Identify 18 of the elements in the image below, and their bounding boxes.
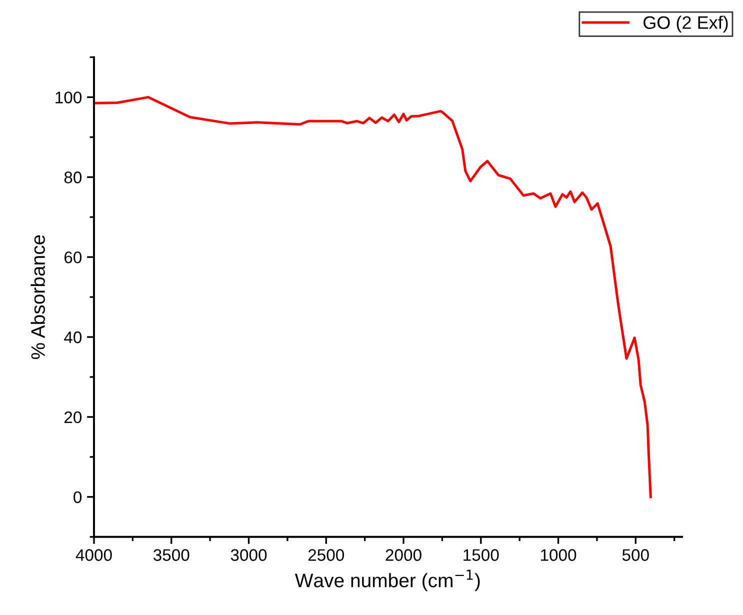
x-tick-label: 3000 (230, 549, 267, 561)
y-tick-label: 100 (56, 92, 82, 104)
x-tick-label: 3500 (153, 549, 190, 561)
x-tick-label: 2500 (308, 549, 344, 561)
x-tick-label: 4000 (76, 549, 112, 561)
y-tick-label: 20 (64, 411, 82, 424)
x-tick-label: 2000 (386, 549, 422, 561)
x-axis-title: Wave number (cm$^{−1}$) (294, 570, 480, 592)
legend-label: GO (2 Exf) (644, 16, 728, 33)
y-tick-label: 0 (74, 491, 82, 504)
x-tick-label: 1500 (464, 549, 499, 561)
y-tick-label: 80 (64, 172, 82, 184)
y-tick-label: 60 (64, 251, 82, 264)
line-series (94, 96, 652, 498)
x-tick-label: 1000 (541, 549, 576, 561)
y-tick-label: 40 (64, 331, 82, 344)
y-axis-title: % Absorbance (30, 235, 45, 360)
x-tick-label: 500 (622, 549, 649, 561)
